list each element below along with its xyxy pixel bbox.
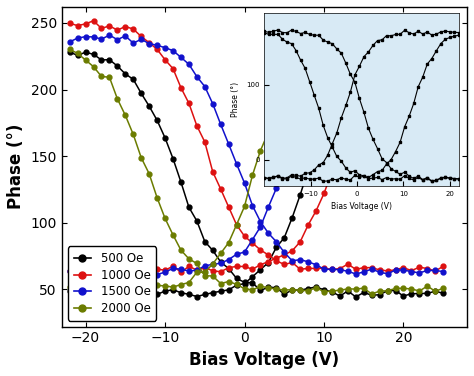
Y-axis label: Phase (°): Phase (°) (7, 124, 25, 209)
Legend: 500 Oe, 1000 Oe, 1500 Oe, 2000 Oe: 500 Oe, 1000 Oe, 1500 Oe, 2000 Oe (68, 246, 156, 321)
X-axis label: Bias Voltage (V): Bias Voltage (V) (189, 351, 339, 369)
